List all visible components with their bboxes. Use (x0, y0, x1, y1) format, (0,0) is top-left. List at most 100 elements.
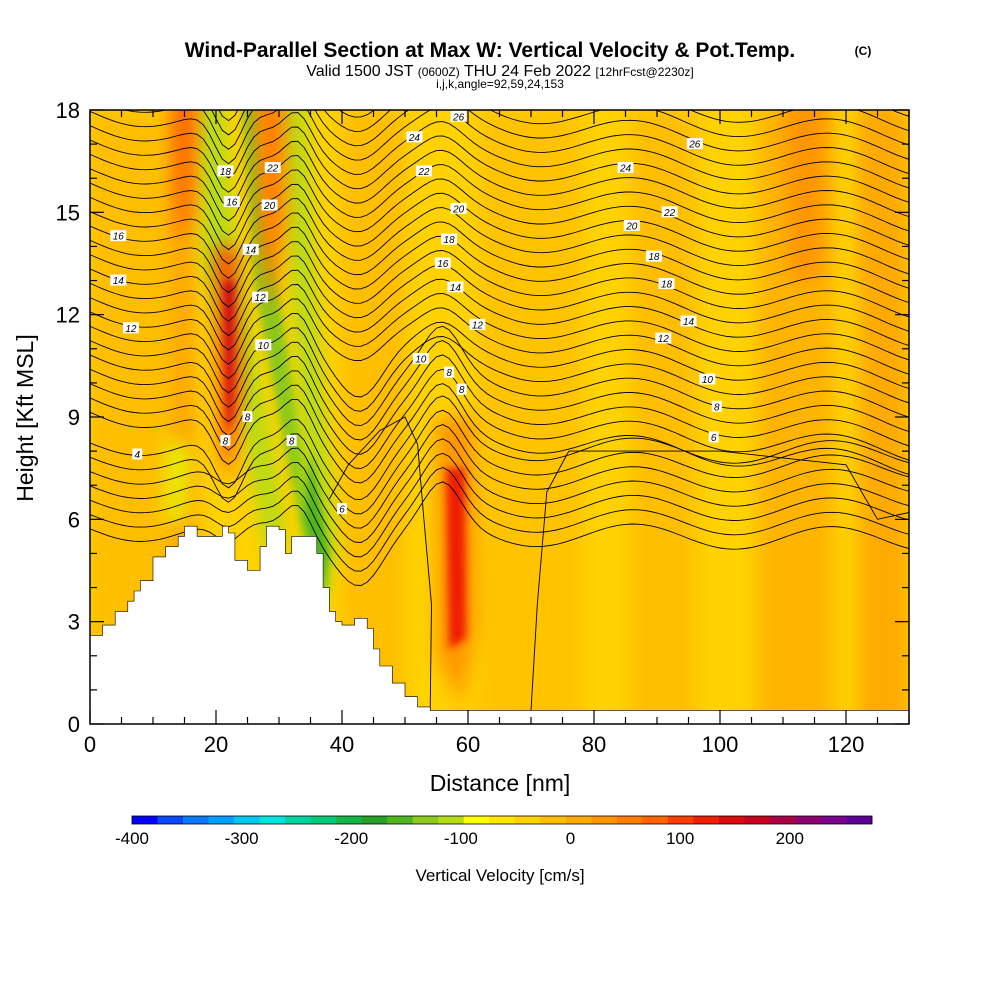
contour-label: 8 (289, 436, 295, 447)
theta-contour (90, 383, 909, 484)
theta-contour (90, 269, 909, 347)
colorbar-tick-label: -300 (225, 829, 259, 848)
contour-label: 12 (125, 324, 137, 335)
theta-contour (90, 155, 909, 232)
contour-label: 22 (417, 167, 430, 178)
contour-label-box (645, 250, 662, 262)
contour-label-box (708, 431, 719, 443)
contour-label: 16 (437, 259, 449, 270)
contour-label: 14 (450, 283, 462, 294)
contour-label: 8 (446, 368, 452, 379)
y-tick-label: 12 (56, 303, 80, 328)
colorbar-swatch (769, 816, 796, 824)
theta-contour (90, 198, 909, 275)
contour-label-box (110, 230, 127, 242)
contour-label: 18 (648, 252, 660, 263)
colorbar-swatch (591, 816, 618, 824)
contour-label: 20 (625, 222, 638, 233)
contour-label-box (441, 233, 458, 245)
contour-label-box (661, 206, 678, 218)
colorbar-swatch (336, 816, 362, 824)
contour-label-box (110, 274, 127, 286)
colorbar-swatch (412, 816, 439, 824)
colorbar-ticks: -400 -300 -200 -100 0 100 200 (115, 829, 804, 848)
contour-label-box (132, 448, 143, 460)
contour-label: 14 (113, 276, 125, 287)
contour-label: 24 (619, 164, 632, 175)
colorbar-swatch (795, 816, 822, 824)
theta-contour (90, 354, 909, 455)
contour-label-box (223, 196, 240, 208)
y-tick-label: 0 (68, 712, 80, 737)
theta-contour (90, 255, 909, 332)
contour-label: 24 (408, 133, 421, 144)
colorbar-tick-label: -100 (444, 829, 478, 848)
colorbar-swatch (667, 816, 694, 824)
theta-contour (90, 298, 909, 375)
colorbar-swatch (744, 816, 771, 824)
colorbar-swatch (438, 816, 465, 824)
contour-label-box (617, 162, 634, 173)
contour-label-box (450, 202, 467, 214)
theta-contour (90, 313, 909, 398)
x-axis: 0 20 40 60 80 100 120 (84, 110, 910, 757)
colorbar-swatch (259, 816, 286, 824)
x-tick-label: 80 (582, 732, 606, 757)
contour-label: 12 (658, 334, 670, 345)
x-tick-label: 40 (330, 732, 354, 757)
contour-label: 20 (452, 204, 465, 215)
y-tick-label: 9 (68, 405, 80, 430)
colorbar-swatch (157, 816, 184, 824)
field-band (480, 110, 582, 724)
contour-label-box (217, 165, 234, 177)
contour-label-box (658, 278, 675, 289)
contour-label-box (261, 199, 278, 211)
y-tick-label: 18 (56, 98, 80, 123)
x-tick-label: 20 (204, 732, 228, 757)
theta-contour (90, 327, 909, 412)
valid-prefix: Valid 1500 JST (306, 63, 414, 80)
contour-label: 10 (415, 355, 427, 366)
colorbar-swatch (132, 816, 158, 824)
contour-label-box (255, 339, 272, 351)
contour-label: 16 (226, 198, 238, 209)
x-tick-label: 60 (456, 732, 480, 757)
colorbar-swatch (693, 816, 720, 824)
colorbar-swatch (361, 816, 388, 824)
colorbar-swatch (310, 816, 337, 824)
contour-label: 10 (258, 341, 270, 352)
contour-label: 8 (245, 413, 251, 424)
colorbar-frame (131, 815, 873, 825)
contour-label: 16 (113, 232, 125, 243)
theta-contour (218, 110, 909, 132)
colorbar-swatch (846, 816, 873, 824)
theta-contour (90, 126, 909, 203)
contour-label-box (444, 366, 455, 378)
y-tick-label: 6 (68, 507, 80, 532)
contour-label-box (242, 243, 259, 255)
contour-label-box (337, 503, 347, 515)
colorbar-swatch (616, 816, 643, 824)
contour-label: 8 (223, 436, 229, 447)
y-tick-label: 15 (56, 200, 80, 225)
valid-date: THU 24 Feb 2022 (464, 63, 591, 80)
contour-label: 6 (339, 505, 345, 516)
contour-label-box (655, 332, 672, 344)
theta-contour (90, 395, 909, 501)
contour-label-box (623, 220, 640, 231)
colorbar-swatch (285, 816, 311, 824)
contour-label: 18 (220, 167, 232, 178)
colorbar-swatch (183, 816, 209, 824)
contour-label: 12 (255, 293, 267, 304)
contour-label-box (252, 291, 269, 303)
contour-label: 22 (266, 164, 279, 175)
contour-label: 4 (135, 450, 141, 461)
contour-label-box (286, 434, 297, 446)
theta-contour (90, 110, 909, 175)
updraft-streak (254, 110, 286, 315)
colorbar-tick-label: -200 (334, 829, 368, 848)
colorbar-tick-label: 100 (666, 829, 694, 848)
contour-label: 18 (444, 235, 456, 246)
chart-title: Wind-Parallel Section at Max W: Vertical… (185, 39, 796, 62)
